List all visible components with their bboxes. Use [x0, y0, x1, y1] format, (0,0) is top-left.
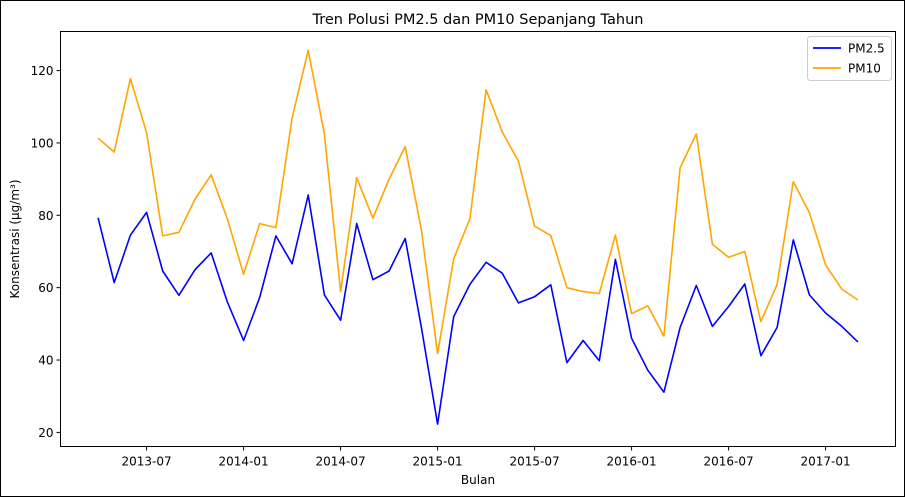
x-tick-label: 2015-07 [510, 455, 560, 469]
series-line-pm10 [97, 49, 859, 355]
x-tick-label: 2016-07 [704, 455, 754, 469]
x-axis-label: Bulan [461, 473, 495, 487]
chart-title: Tren Polusi PM2.5 dan PM10 Sepanjang Tah… [312, 12, 644, 28]
y-tick-label: 60 [38, 281, 53, 295]
legend: PM2.5 PM10 [807, 36, 892, 81]
x-tick-label: 2014-07 [316, 455, 366, 469]
series-line-pm2-5 [97, 194, 859, 425]
y-tick-label: 20 [38, 426, 53, 440]
x-tick-label: 2015-01 [413, 455, 463, 469]
y-tick-label: 40 [38, 354, 53, 368]
x-tick-label: 2013-07 [122, 455, 172, 469]
legend-label-pm2-5: PM2.5 [848, 42, 885, 56]
legend-label-pm10: PM10 [848, 62, 881, 76]
series-lines [97, 49, 859, 425]
x-tick-label: 2014-01 [219, 455, 269, 469]
y-tick-label: 80 [38, 209, 53, 223]
y-axis-label: Konsentrasi (µg/m³) [8, 179, 22, 298]
plot-area [60, 31, 896, 447]
x-tick-label: 2017-01 [801, 455, 851, 469]
axis-ticks: 20 40 60 80 100 120 2013-07 2014-01 2014-07 2015-… [31, 64, 851, 468]
y-tick-label: 100 [31, 136, 54, 150]
y-tick-label: 120 [31, 64, 54, 78]
x-tick-label: 2016-01 [607, 455, 657, 469]
